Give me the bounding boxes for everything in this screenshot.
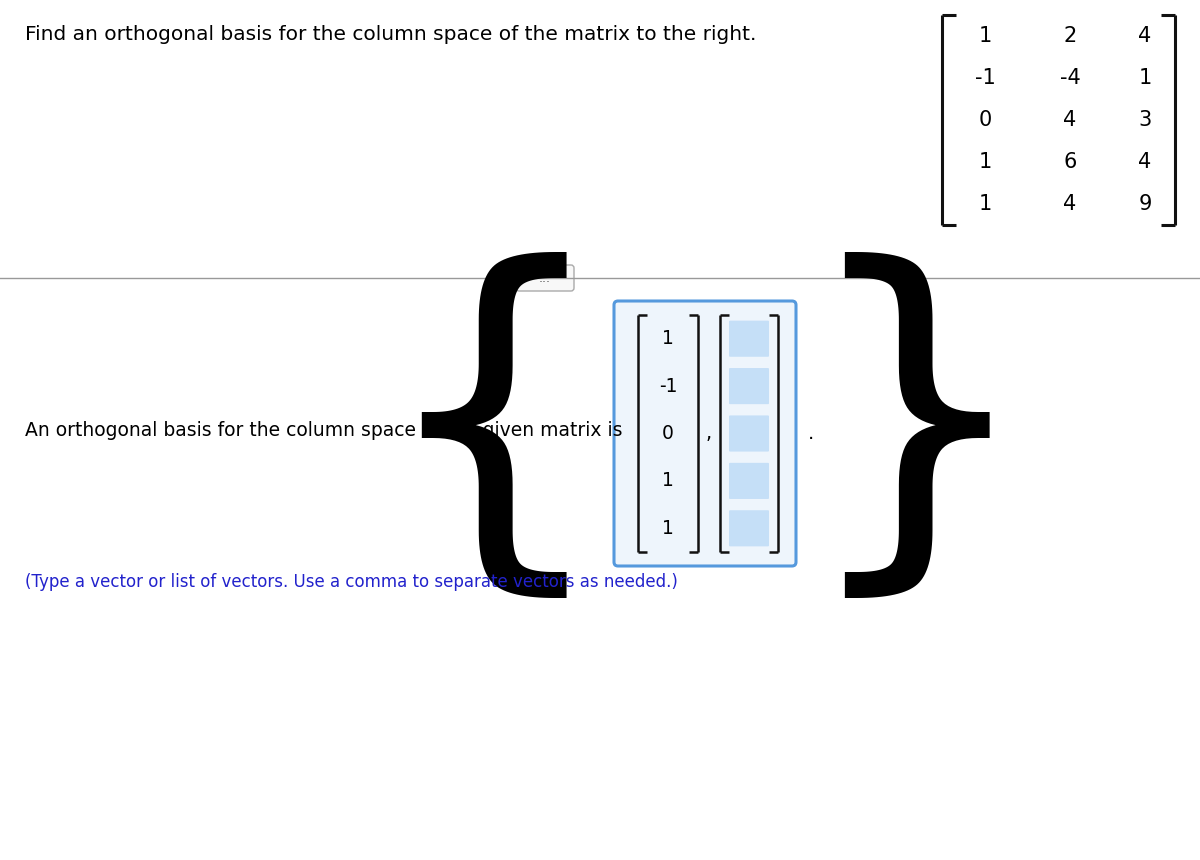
Text: 1: 1 [662, 519, 674, 538]
Text: 1: 1 [978, 194, 991, 214]
Text: 4: 4 [1139, 152, 1152, 172]
Text: 2: 2 [1063, 26, 1076, 46]
Text: 4: 4 [1063, 194, 1076, 214]
Text: 6: 6 [1063, 152, 1076, 172]
Text: 9: 9 [1139, 194, 1152, 214]
FancyBboxPatch shape [730, 368, 769, 404]
Text: 0: 0 [978, 110, 991, 130]
Text: {: { [374, 252, 613, 615]
Text: 1: 1 [662, 329, 674, 348]
Text: ...: ... [539, 272, 551, 285]
FancyBboxPatch shape [730, 415, 769, 452]
Text: 3: 3 [1139, 110, 1152, 130]
Text: Find an orthogonal basis for the column space of the matrix to the right.: Find an orthogonal basis for the column … [25, 25, 756, 44]
Text: .: . [808, 424, 815, 443]
FancyBboxPatch shape [614, 301, 796, 566]
FancyBboxPatch shape [516, 265, 574, 291]
Text: }: } [797, 252, 1036, 615]
Text: An orthogonal basis for the column space of the given matrix is: An orthogonal basis for the column space… [25, 421, 623, 439]
Text: 1: 1 [662, 471, 674, 490]
FancyBboxPatch shape [730, 463, 769, 499]
Text: 4: 4 [1063, 110, 1076, 130]
Text: (Type a vector or list of vectors. Use a comma to separate vectors as needed.): (Type a vector or list of vectors. Use a… [25, 573, 678, 591]
FancyBboxPatch shape [730, 321, 769, 357]
Text: -1: -1 [659, 377, 677, 396]
Text: 1: 1 [978, 152, 991, 172]
FancyBboxPatch shape [730, 510, 769, 546]
Text: -4: -4 [1060, 68, 1080, 88]
Text: ,: , [706, 424, 712, 443]
Text: -1: -1 [974, 68, 995, 88]
Text: 0: 0 [662, 424, 674, 443]
Text: 1: 1 [1139, 68, 1152, 88]
Text: 4: 4 [1139, 26, 1152, 46]
Text: 1: 1 [978, 26, 991, 46]
